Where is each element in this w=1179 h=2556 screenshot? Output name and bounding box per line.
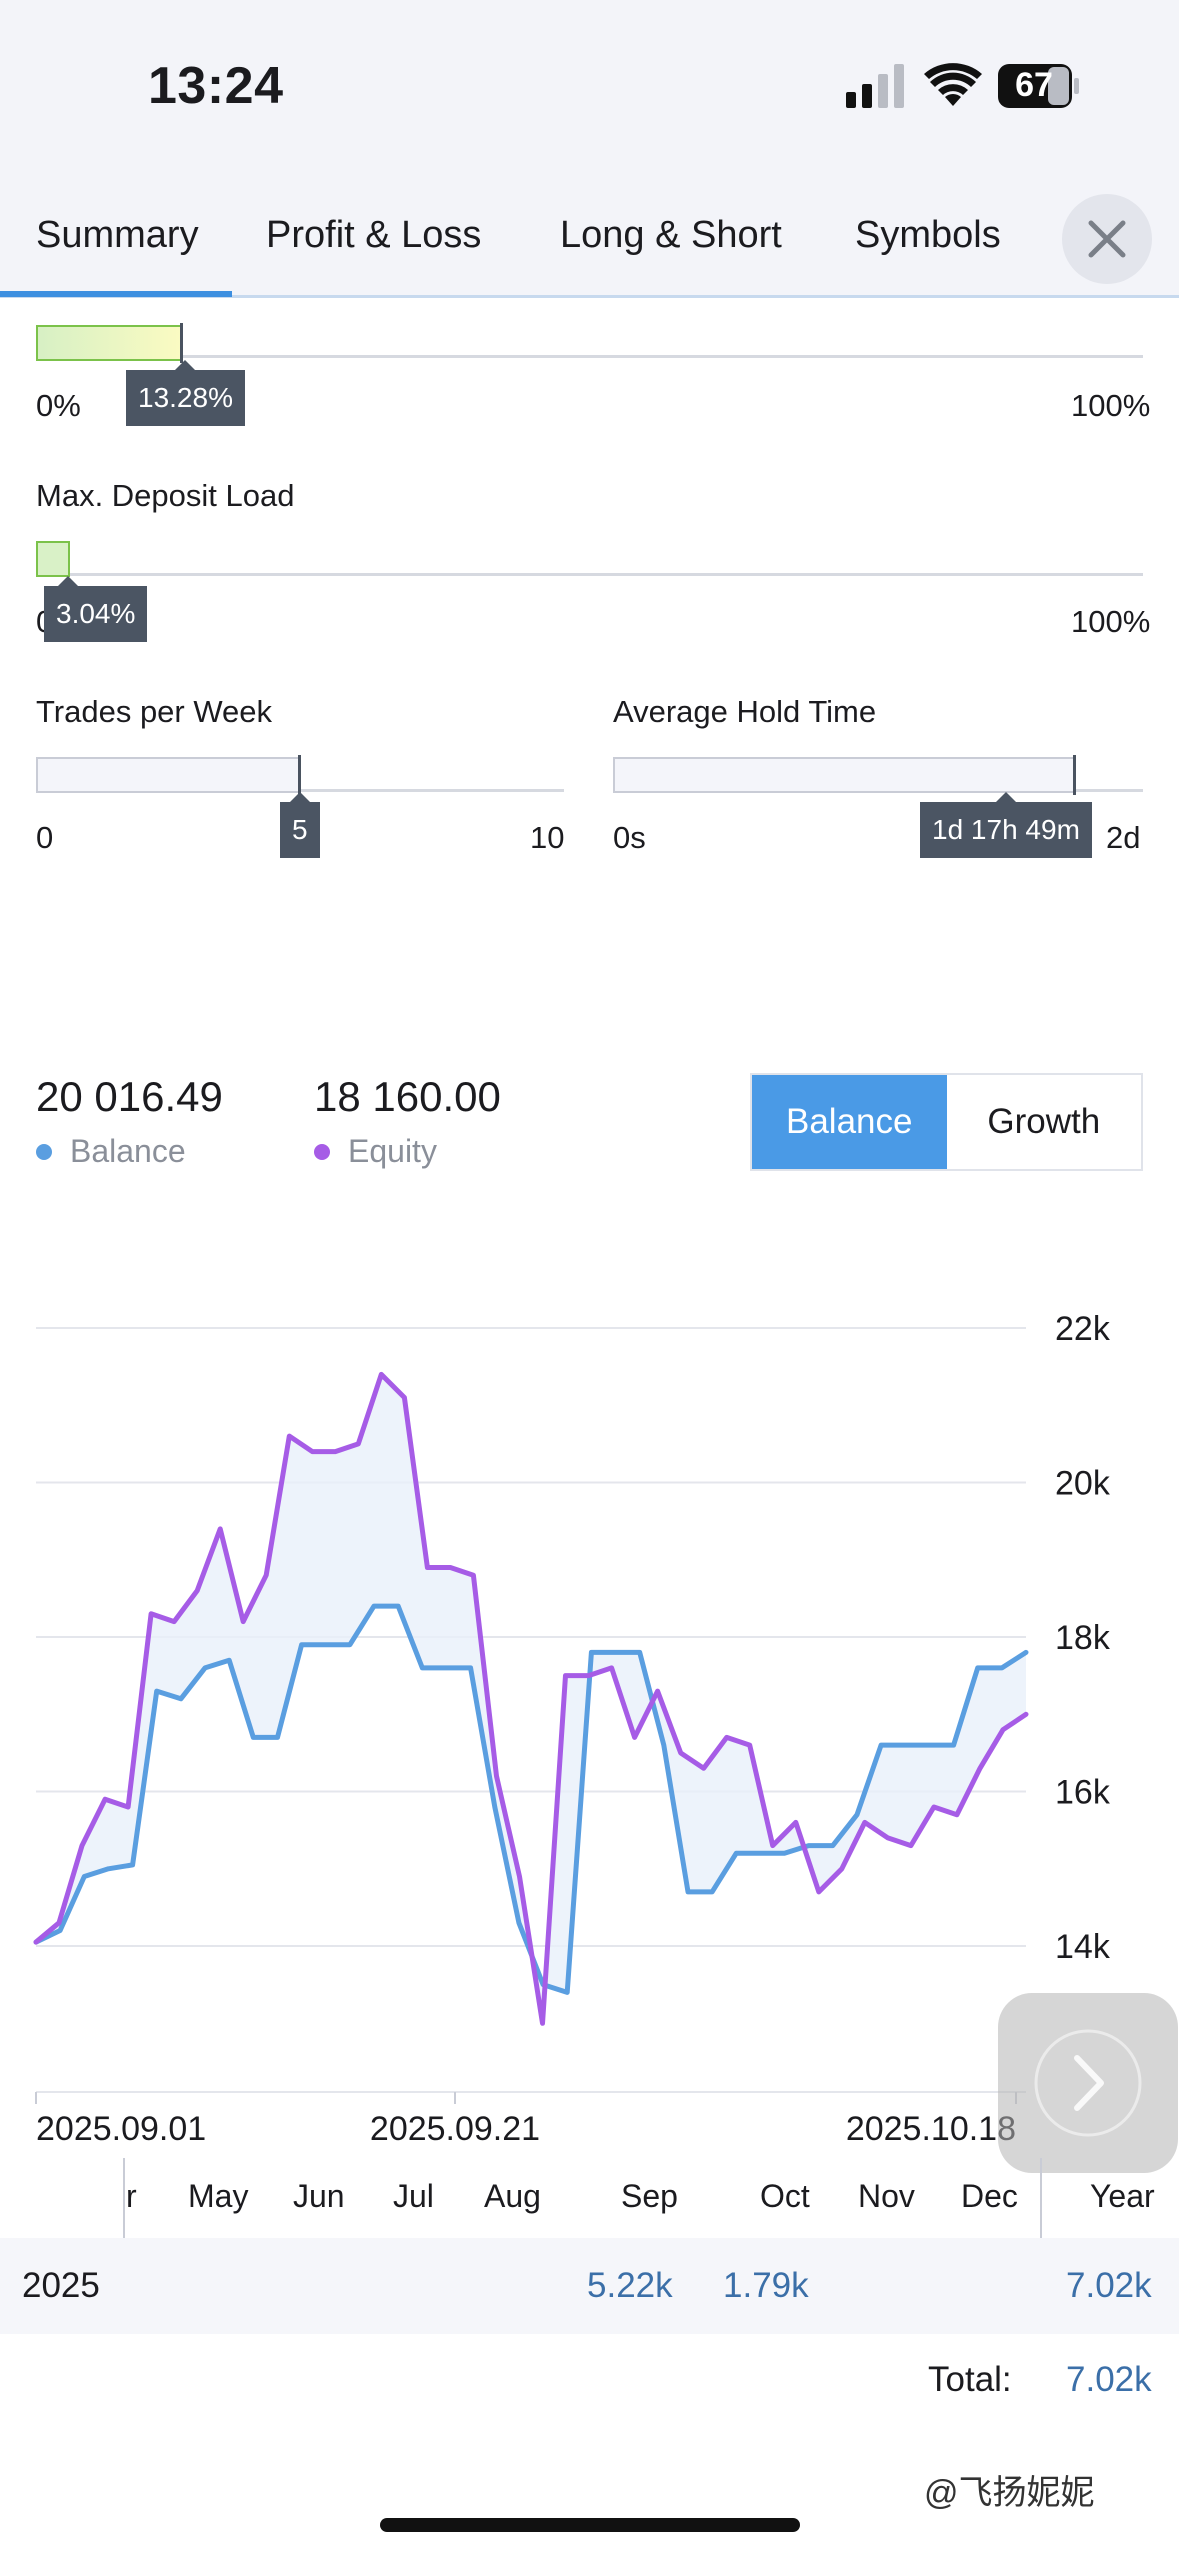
balance-value: 20 016.49 bbox=[36, 1073, 223, 1120]
equity-dot-icon bbox=[314, 1143, 330, 1160]
y-tick-label: 22k bbox=[1055, 1310, 1111, 1348]
slider-value-tooltip: 5 bbox=[280, 792, 320, 858]
x-tick-label: 2025.10.18 bbox=[846, 2110, 1016, 2148]
month-header: Jun bbox=[293, 2178, 345, 2214]
equity-legend: Equity bbox=[314, 1133, 437, 1170]
balance-label: Balance bbox=[70, 1133, 186, 1169]
battery-icon bbox=[998, 64, 1079, 108]
status-time: 13:24 bbox=[148, 57, 284, 115]
slider-max-label: 100% bbox=[1071, 604, 1151, 639]
close-icon bbox=[1088, 220, 1126, 258]
table-row: 2025 5.22k 1.79k 7.02k bbox=[0, 2238, 1179, 2334]
y-tick-label: 14k bbox=[1055, 1928, 1111, 1966]
y-tick-label: 18k bbox=[1055, 1619, 1111, 1657]
tab-symbols[interactable]: Symbols bbox=[855, 214, 1001, 256]
month-header: Oct bbox=[760, 2178, 810, 2214]
balance-toggle-button[interactable]: Balance bbox=[752, 1075, 947, 1169]
balance-dot-icon bbox=[36, 1143, 52, 1160]
trades-per-week-title: Trades per Week bbox=[36, 694, 273, 729]
x-tick-label: 2025.09.21 bbox=[370, 2110, 540, 2148]
month-header: May bbox=[188, 2178, 249, 2214]
total-label: Total: bbox=[928, 2360, 1012, 2399]
equity-line bbox=[33, 1371, 1029, 2026]
slider-fill bbox=[36, 757, 300, 793]
balance-legend: Balance bbox=[36, 1133, 186, 1170]
x-tick-label: 2025.09.01 bbox=[36, 2110, 206, 2148]
slider-min-label: 0s bbox=[613, 820, 646, 855]
slider-value-tooltip: 13.28% bbox=[126, 360, 245, 426]
balance-equity-band bbox=[36, 1374, 1026, 2024]
wifi-icon bbox=[924, 63, 982, 106]
slider-value-tooltip: 1d 17h 49m bbox=[920, 792, 1092, 858]
slider-min-label: 0% bbox=[36, 388, 81, 423]
y-tick-label: 20k bbox=[1055, 1465, 1111, 1503]
tab-summary[interactable]: Summary bbox=[36, 214, 199, 256]
slider-max-label: 2d bbox=[1106, 820, 1141, 855]
avg-hold-time-title: Average Hold Time bbox=[613, 694, 877, 729]
close-button[interactable] bbox=[1062, 194, 1152, 284]
slider-marker bbox=[298, 755, 301, 795]
total-value: 7.02k bbox=[1066, 2360, 1152, 2399]
slider-value-tooltip: 3.04% bbox=[44, 576, 148, 642]
battery-level: 67 bbox=[1015, 66, 1053, 104]
tab-long-short[interactable]: Long & Short bbox=[560, 214, 782, 256]
month-header: Jul bbox=[393, 2178, 434, 2214]
chart-mode-toggle: Balance Growth bbox=[750, 1073, 1143, 1171]
y-tick-label: 16k bbox=[1055, 1774, 1111, 1812]
slider-track bbox=[36, 573, 1143, 576]
month-header: Sep bbox=[621, 2178, 678, 2214]
active-tab-indicator bbox=[0, 291, 232, 297]
slider-marker bbox=[180, 323, 183, 363]
growth-toggle-button[interactable]: Growth bbox=[987, 1102, 1101, 1141]
slider-fill bbox=[613, 757, 1075, 793]
monthly-header-row: r May Jun Jul Aug Sep Oct Nov Dec Year bbox=[0, 2158, 1179, 2238]
tab-profit-loss[interactable]: Profit & Loss bbox=[266, 214, 482, 256]
cellular-signal-icon bbox=[846, 64, 904, 108]
sep-value[interactable]: 5.22k bbox=[587, 2266, 673, 2305]
slider-max-label: 100% bbox=[1071, 388, 1151, 423]
tab-bar: Summary Profit & Loss Long & Short Symbo… bbox=[0, 180, 1179, 298]
next-button[interactable] bbox=[998, 1993, 1178, 2173]
equity-label: Equity bbox=[348, 1133, 437, 1169]
year-header: Year bbox=[1090, 2178, 1155, 2214]
month-header: r bbox=[126, 2178, 137, 2214]
month-header: Nov bbox=[858, 2178, 915, 2214]
oct-value[interactable]: 1.79k bbox=[723, 2266, 809, 2305]
watermark: @飞扬妮妮 bbox=[924, 2474, 1095, 2512]
month-header: Dec bbox=[961, 2178, 1018, 2214]
year-total-value: 7.02k bbox=[1066, 2266, 1152, 2305]
slider-max-label: 10 bbox=[530, 820, 565, 855]
slider-track bbox=[36, 355, 1143, 358]
slider-fill bbox=[36, 325, 182, 361]
chevron-right-icon bbox=[1034, 2029, 1142, 2137]
status-bar: 13:24 67 bbox=[0, 0, 1179, 180]
row-year: 2025 bbox=[22, 2266, 100, 2305]
home-indicator bbox=[380, 2518, 800, 2532]
slider-min-label: 0 bbox=[36, 820, 54, 855]
month-header: Aug bbox=[484, 2178, 541, 2214]
slider-marker bbox=[1073, 755, 1076, 795]
equity-value: 18 160.00 bbox=[314, 1073, 501, 1120]
deposit-load-title: Max. Deposit Load bbox=[36, 478, 295, 513]
balance-equity-chart: 22k 20k 18k 16k 14k 2025.09.01 2025.09.21 2025.… bbox=[33, 1310, 1111, 2148]
slider-fill bbox=[36, 541, 70, 577]
